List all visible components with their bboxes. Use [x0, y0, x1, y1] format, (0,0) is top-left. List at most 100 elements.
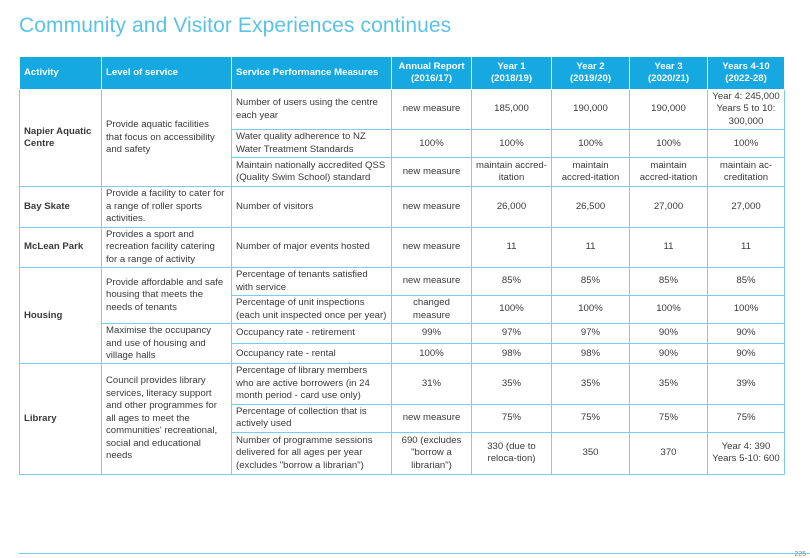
table-row: Housing Provide affordable and safe hous…: [19, 267, 785, 365]
header-activity: Activity: [19, 56, 102, 90]
year3-cell: 85%: [629, 267, 708, 297]
years4-10-cell: 27,000: [707, 186, 785, 228]
year2-cell: 75%: [551, 403, 630, 433]
year2-cell: 97%: [551, 323, 630, 345]
years4-10-cell: 100%: [707, 295, 785, 325]
year1-cell: 26,000: [471, 186, 552, 228]
measure-cell: Number of users using the centre each ye…: [231, 88, 392, 131]
activity-cell: Housing: [19, 267, 102, 365]
annual-cell: new measure: [391, 267, 472, 297]
year2-cell: 11: [551, 226, 630, 269]
year3-cell: 100%: [629, 295, 708, 325]
year2-cell: maintain accred-itation: [551, 157, 630, 188]
table-row: Bay Skate Provide a facility to cater fo…: [19, 186, 785, 228]
measure-cell: Maintain nationally accredited QSS (Qual…: [231, 157, 392, 188]
year1-cell: 85%: [471, 267, 552, 297]
year1-cell: 330 (due to reloca-tion): [471, 431, 552, 475]
years4-10-cell: 90%: [707, 323, 785, 345]
year1-cell: maintain accred-itation: [471, 157, 552, 188]
years4-10-cell: 11: [707, 226, 785, 269]
table-row: Percentage of unit inspections (each uni…: [20, 295, 785, 325]
header-year-1: Year 1 (2018/19): [471, 56, 552, 90]
measure-cell: Percentage of collection that is activel…: [231, 403, 392, 433]
measure-cell: Number of visitors: [231, 186, 392, 228]
annual-cell: 690 (excludes "borrow a librarian"): [391, 431, 472, 475]
year3-cell: 11: [629, 226, 708, 269]
years4-10-cell: Year 4: 390 Years 5-10: 600: [707, 431, 785, 475]
table-row: McLean Park Provides a sport and recreat…: [19, 226, 785, 269]
service-performance-table: Activity Level of service Service Perfor…: [19, 56, 785, 475]
years4-10-cell: 90%: [707, 343, 785, 365]
year2-cell: 350: [551, 431, 630, 475]
footer-rule: [19, 553, 810, 554]
measure-cell: Water quality adherence to NZ Water Trea…: [231, 129, 392, 159]
page-number: 225: [794, 551, 806, 558]
measure-cell: Percentage of unit inspections (each uni…: [231, 295, 392, 325]
years4-10-cell: Year 4: 245,000 Years 5 to 10: 300,000: [707, 88, 785, 131]
year2-cell: 98%: [551, 343, 630, 365]
annual-cell: 100%: [391, 129, 472, 159]
year2-cell: 35%: [551, 363, 630, 405]
activity-cell: Library: [19, 363, 102, 475]
year3-cell: 100%: [629, 129, 708, 159]
table-row: Number of programme sessions delivered f…: [20, 431, 785, 475]
activity-cell: Bay Skate: [19, 186, 102, 228]
annual-cell: 100%: [391, 343, 472, 365]
year3-cell: 35%: [629, 363, 708, 405]
year2-cell: 85%: [551, 267, 630, 297]
annual-cell: new measure: [391, 186, 472, 228]
years4-10-cell: maintain ac-creditation: [707, 157, 785, 188]
measure-cell: Number of major events hosted: [231, 226, 392, 269]
years4-10-cell: 100%: [707, 129, 785, 159]
level-of-service-cell: Maximise the occupancy and use of housin…: [101, 323, 232, 365]
measure-cell: Number of programme sessions delivered f…: [231, 431, 392, 475]
year3-cell: 75%: [629, 403, 708, 433]
header-level-of-service: Level of service: [101, 56, 232, 90]
annual-cell: changed measure: [391, 295, 472, 325]
year1-cell: 75%: [471, 403, 552, 433]
header-annual-report: Annual Report (2016/17): [391, 56, 472, 90]
year3-cell: maintain accred-itation: [629, 157, 708, 188]
year3-cell: 190,000: [629, 88, 708, 131]
year3-cell: 27,000: [629, 186, 708, 228]
level-of-service-cell: Provide a facility to cater for a range …: [101, 186, 232, 228]
table-row: Maximise the occupancy and use of housin…: [20, 323, 785, 365]
year1-cell: 100%: [471, 295, 552, 325]
annual-cell: new measure: [391, 88, 472, 131]
activity-cell: McLean Park: [19, 226, 102, 269]
year2-cell: 190,000: [551, 88, 630, 131]
header-service-performance-measures: Service Performance Measures: [231, 56, 392, 90]
years4-10-cell: 85%: [707, 267, 785, 297]
measure-cell: Percentage of tenants satisfied with ser…: [231, 267, 392, 297]
year1-cell: 98%: [471, 343, 552, 365]
level-of-service-cell: Council provides library services, liter…: [101, 363, 232, 475]
annual-cell: new measure: [391, 403, 472, 433]
year1-cell: 97%: [471, 323, 552, 345]
year2-cell: 26,500: [551, 186, 630, 228]
annual-cell: new measure: [391, 157, 472, 188]
year3-cell: 370: [629, 431, 708, 475]
year2-cell: 100%: [551, 295, 630, 325]
table-row: Percentage of collection that is activel…: [20, 403, 785, 433]
header-years-4-10: Years 4-10 (2022-28): [707, 56, 785, 90]
years4-10-cell: 39%: [707, 363, 785, 405]
year2-cell: 100%: [551, 129, 630, 159]
years4-10-cell: 75%: [707, 403, 785, 433]
level-of-service-cell: Provide affordable and safe housing that…: [101, 267, 232, 325]
level-of-service-cell: Provides a sport and recreation facility…: [101, 226, 232, 269]
header-year-2: Year 2 (2019/20): [551, 56, 630, 90]
table-row: Water quality adherence to NZ Water Trea…: [20, 129, 785, 159]
measure-cell: Occupancy rate - rental: [231, 343, 392, 365]
year1-cell: 100%: [471, 129, 552, 159]
measure-cell: Percentage of library members who are ac…: [231, 363, 392, 405]
table-header-row: Activity Level of service Service Perfor…: [19, 56, 785, 90]
year1-cell: 11: [471, 226, 552, 269]
annual-cell: 99%: [391, 323, 472, 345]
measure-cell: Occupancy rate - retirement: [231, 323, 392, 345]
table-row: Napier Aquatic Centre Provide aquatic fa…: [19, 88, 785, 188]
table-row: Library Council provides library service…: [19, 363, 785, 475]
year1-cell: 35%: [471, 363, 552, 405]
activity-cell: Napier Aquatic Centre: [19, 88, 102, 188]
page-title: Community and Visitor Experiences contin…: [19, 14, 452, 37]
annual-cell: 31%: [391, 363, 472, 405]
